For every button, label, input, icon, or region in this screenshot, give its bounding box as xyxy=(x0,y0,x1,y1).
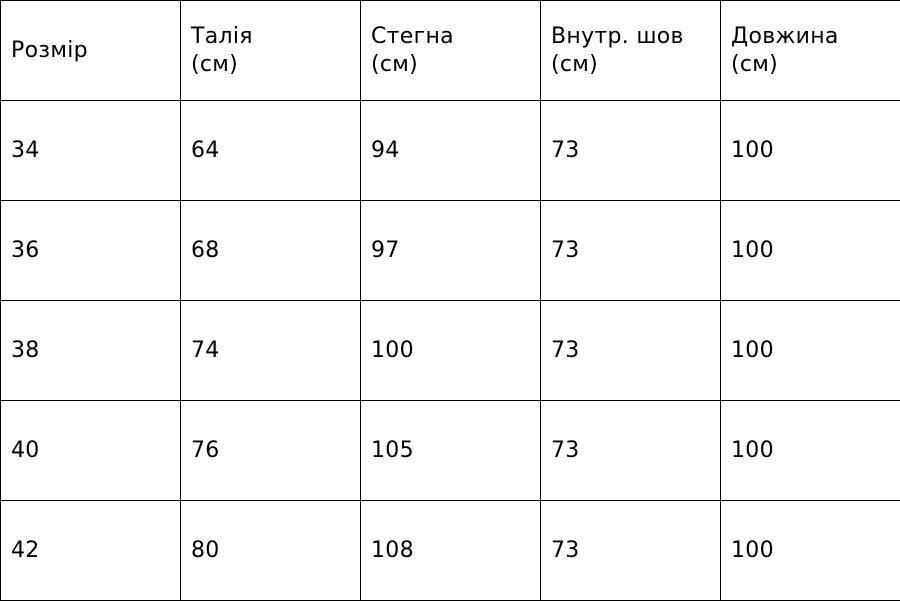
cell-length: 100 xyxy=(721,501,900,601)
cell-inseam: 73 xyxy=(541,201,721,301)
header-length: Довжина(см) xyxy=(721,1,900,101)
cell-size: 34 xyxy=(1,101,181,201)
header-label-line: (см) xyxy=(191,51,350,79)
cell-hips: 108 xyxy=(361,501,541,601)
cell-waist: 80 xyxy=(181,501,361,601)
cell-inseam: 73 xyxy=(541,101,721,201)
header-label-line: (см) xyxy=(731,51,890,79)
cell-hips: 100 xyxy=(361,301,541,401)
cell-size: 42 xyxy=(1,501,181,601)
header-label-line: Довжина xyxy=(731,23,890,51)
header-size: Розмір xyxy=(1,1,181,101)
cell-hips: 105 xyxy=(361,401,541,501)
cell-hips: 97 xyxy=(361,201,541,301)
cell-waist: 64 xyxy=(181,101,361,201)
cell-length: 100 xyxy=(721,201,900,301)
cell-inseam: 73 xyxy=(541,301,721,401)
header-label-line: Талія xyxy=(191,23,350,51)
cell-length: 100 xyxy=(721,301,900,401)
header-hips: Стегна(см) xyxy=(361,1,541,101)
cell-inseam: 73 xyxy=(541,401,721,501)
cell-waist: 74 xyxy=(181,301,361,401)
header-label-line: Стегна xyxy=(371,23,530,51)
cell-length: 100 xyxy=(721,101,900,201)
cell-size: 38 xyxy=(1,301,181,401)
cell-length: 100 xyxy=(721,401,900,501)
cell-waist: 76 xyxy=(181,401,361,501)
header-label-line: (см) xyxy=(371,51,530,79)
cell-hips: 94 xyxy=(361,101,541,201)
header-label-line: (см) xyxy=(551,51,710,79)
header-label-line: Внутр. шов xyxy=(551,23,710,51)
cell-size: 36 xyxy=(1,201,181,301)
cell-size: 40 xyxy=(1,401,181,501)
header-inseam: Внутр. шов(см) xyxy=(541,1,721,101)
header-waist: Талія(см) xyxy=(181,1,361,101)
header-label-line: Розмір xyxy=(11,37,170,65)
cell-waist: 68 xyxy=(181,201,361,301)
cell-inseam: 73 xyxy=(541,501,721,601)
